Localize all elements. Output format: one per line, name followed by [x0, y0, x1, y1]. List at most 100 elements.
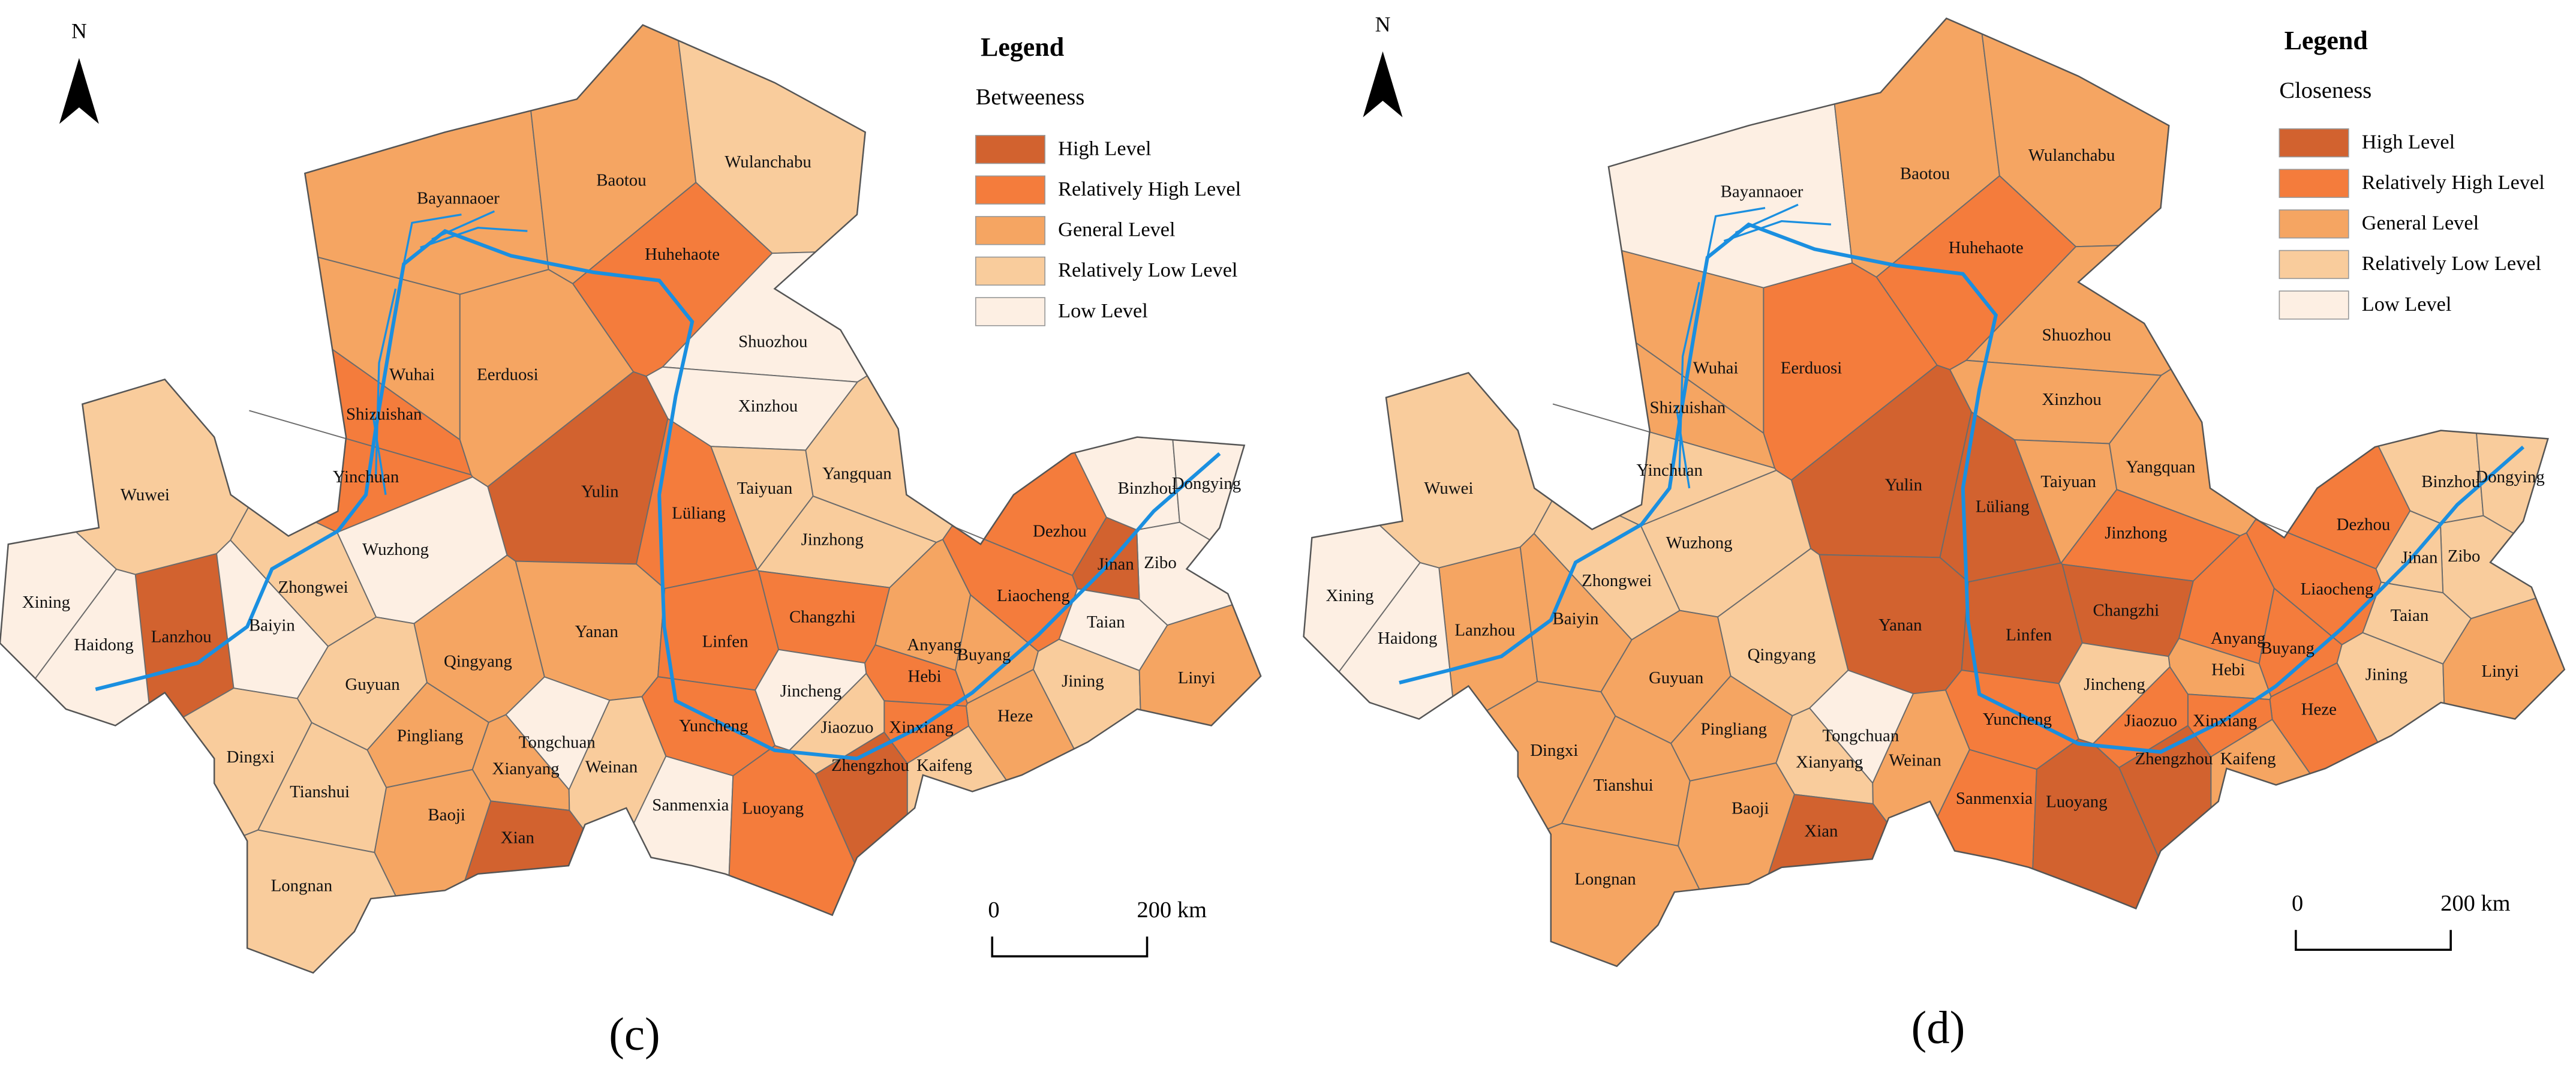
city-label: Shizuishan	[1650, 398, 1726, 418]
city-label: Tongchuan	[519, 732, 596, 752]
city-label: Huhehaote	[1949, 238, 2024, 257]
legend-label: Relatively Low Level	[2362, 252, 2541, 275]
city-label: Liaocheng	[997, 586, 1070, 605]
city-label: Wulanchabu	[2028, 146, 2115, 165]
city-label: Dongying	[2475, 467, 2544, 487]
city-label: Linyi	[2481, 662, 2519, 681]
city-label: Changzhi	[2093, 601, 2160, 620]
city-label: Jinan	[2401, 548, 2438, 567]
city-label: Sanmenxia	[1956, 789, 2033, 808]
city-label: Haidong	[74, 635, 133, 654]
city-label: Baiyin	[1553, 609, 1599, 628]
legend-swatch	[975, 134, 1046, 164]
city-label: Yulin	[581, 482, 619, 502]
city-label: Binzhou	[1118, 479, 1177, 498]
city-label: Longnan	[271, 876, 333, 895]
city-label: Linfen	[2006, 626, 2052, 645]
scale-label: 0	[2292, 891, 2303, 916]
river-delta	[1675, 203, 1832, 489]
city-label: Zibo	[2448, 546, 2480, 566]
city-label: Yinchuan	[333, 467, 399, 487]
city-label: Baoji	[1732, 798, 1769, 818]
city-label: Yangquan	[2126, 457, 2196, 476]
north-label: N	[1375, 13, 1391, 37]
city-label: Zhongwei	[278, 578, 348, 597]
city-label: Xianyang	[492, 759, 560, 778]
city-label: Hebi	[2211, 660, 2245, 679]
city-label: Bayannaoer	[1721, 182, 1803, 202]
city-label: Pingliang	[1701, 719, 1768, 738]
legend-label: High Level	[2362, 130, 2455, 153]
city-label: Jiaozuo	[820, 718, 873, 737]
river	[1399, 222, 2525, 754]
city-label: Anyang	[907, 635, 961, 654]
legend-swatch	[2279, 128, 2349, 158]
legend-swatch	[975, 175, 1046, 205]
legend-label: Low Level	[1058, 299, 1148, 322]
city-label: Yuncheng	[679, 716, 748, 735]
city-label: Pingliang	[397, 726, 464, 745]
city-label: Xinzhou	[2042, 390, 2101, 409]
city-label: Taiyuan	[737, 479, 793, 498]
city-label: Longnan	[1574, 869, 1636, 888]
legend-swatch	[975, 297, 1046, 326]
city-label: Lüliang	[672, 503, 726, 523]
city-label: Taian	[1087, 612, 1125, 632]
north-arrow	[59, 58, 99, 124]
city-label: Wuhai	[1693, 359, 1739, 378]
city-label: Xining	[1325, 586, 1373, 605]
north-arrow	[1363, 51, 1403, 118]
river	[95, 229, 1221, 761]
city-label: Taian	[2391, 606, 2429, 625]
city-label: Shizuishan	[346, 405, 422, 424]
city-label: Sanmenxia	[652, 795, 729, 815]
city-label: Heze	[997, 706, 1033, 725]
city-label: Buyang	[957, 645, 1011, 665]
city-label: Liaocheng	[2301, 579, 2374, 599]
city-label: Linfen	[702, 632, 749, 651]
city-label: Wuwei	[121, 485, 170, 505]
city-label: Yulin	[1885, 476, 1923, 495]
scale-label: 0	[988, 897, 999, 923]
city-label: Wuhai	[389, 365, 435, 385]
city-label: Huhehaote	[645, 245, 720, 264]
city-label: Lanzhou	[1454, 621, 1515, 640]
scale-label: 200 km	[1137, 897, 1207, 923]
city-label: Luoyang	[2046, 792, 2108, 811]
panel-label: (d)	[1911, 1001, 1965, 1053]
city-label: Eerduosi	[477, 365, 539, 385]
city-label: Dongying	[1172, 474, 1241, 493]
city-label: Changzhi	[789, 608, 856, 627]
city-label: Baiyin	[249, 615, 295, 635]
city-label: Jinzhong	[801, 530, 864, 549]
region	[1378, 372, 1553, 569]
legend-swatch	[975, 256, 1046, 286]
legend-label: High Level	[1058, 137, 1151, 160]
legend-label: Low Level	[2362, 293, 2452, 316]
city-label: Weinan	[585, 758, 638, 777]
city-label: Hebi	[908, 666, 942, 686]
legend-subtitle: Betweeness	[976, 85, 1085, 110]
city-label: Linyi	[1178, 668, 1215, 687]
city-label: Buyang	[2261, 639, 2315, 658]
city-label: Wuzhong	[1666, 533, 1733, 552]
city-label: Jincheng	[780, 681, 842, 701]
legend-swatch	[2279, 250, 2349, 280]
legend-swatch	[975, 216, 1046, 245]
region	[74, 379, 250, 575]
north-label: N	[71, 19, 87, 43]
city-label: Jiaozuo	[2124, 711, 2177, 731]
city-label: Zhengzhou	[2135, 749, 2213, 768]
legend-subtitle: Closeness	[2279, 78, 2371, 103]
map-panel: Bayannaoer Baotou Wulanchabu Huhehaote Eerdu…	[0, 19, 1262, 1059]
region	[1961, 562, 2083, 684]
city-label: Dingxi	[227, 747, 275, 767]
city-label: Yanan	[575, 622, 618, 641]
city-label: Binzhou	[2421, 472, 2480, 491]
city-label: Weinan	[1889, 751, 1941, 770]
city-label: Qingyang	[1748, 645, 1816, 665]
city-label: Jinzhong	[2105, 523, 2167, 542]
city-label: Anyang	[2211, 629, 2265, 648]
region	[657, 569, 780, 691]
